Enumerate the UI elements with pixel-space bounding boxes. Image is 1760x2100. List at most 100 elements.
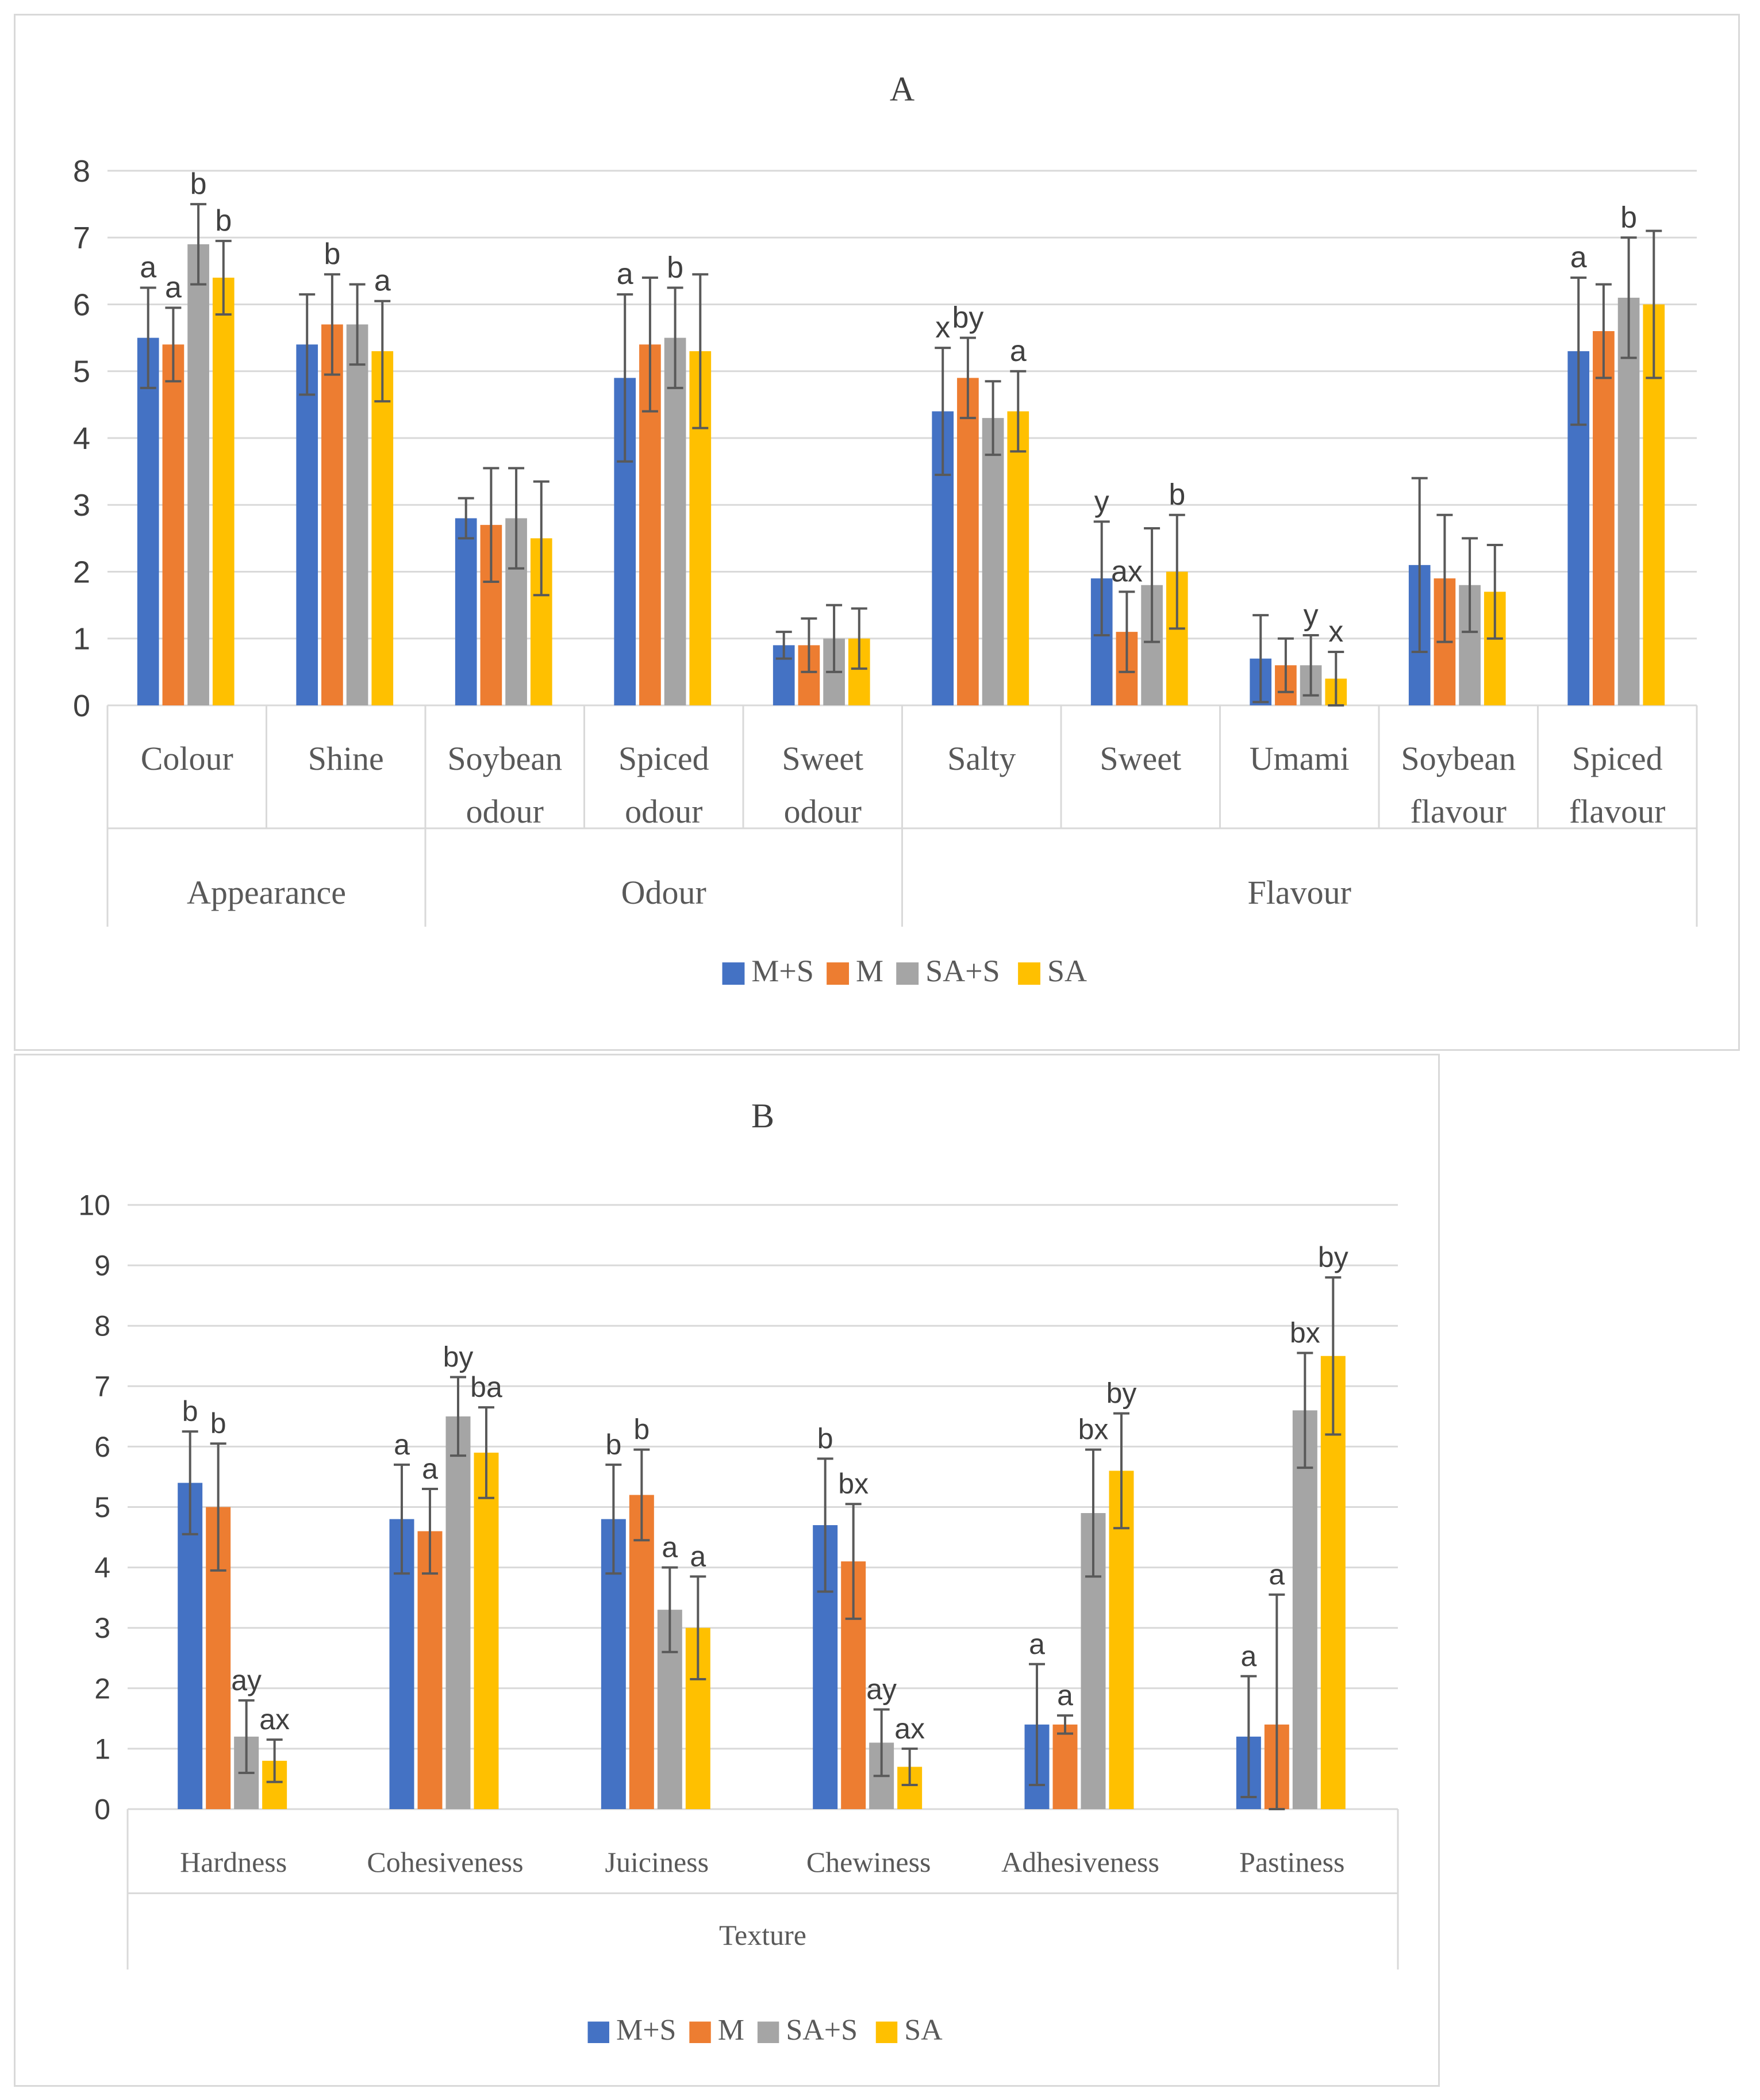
significance-label: ay [231, 1664, 262, 1696]
significance-label: b [1169, 478, 1185, 512]
x-category-label: odour [625, 793, 702, 830]
significance-label: a [1240, 1640, 1256, 1672]
significance-label: bx [1078, 1414, 1109, 1446]
significance-label: a [662, 1531, 678, 1564]
bar-m [321, 324, 343, 705]
x-category-label: flavour [1569, 793, 1666, 830]
bar-sapluss [1292, 1410, 1317, 1809]
significance-label: a [690, 1540, 706, 1572]
bar-sapluss [346, 324, 368, 705]
legend-swatch [722, 962, 745, 985]
significance-label: a [1057, 1679, 1073, 1711]
x-category-label: Cohesiveness [367, 1846, 523, 1878]
significance-label: a [1269, 1558, 1285, 1591]
significance-label: b [215, 204, 232, 237]
x-category-label: Juiciness [605, 1846, 709, 1878]
legend-swatch [896, 962, 919, 985]
significance-label: by [1106, 1377, 1137, 1410]
x-category-label: Chewiness [806, 1846, 931, 1878]
y-tick-label: 0 [73, 689, 90, 723]
bar-sapluss [1617, 297, 1640, 705]
x-category-label: Colour [141, 740, 233, 777]
legend-swatch [757, 2021, 779, 2043]
significance-label: bx [1290, 1316, 1320, 1349]
y-tick-label: 7 [73, 221, 90, 255]
y-tick-label: 4 [94, 1552, 110, 1584]
significance-label: b [667, 251, 683, 284]
y-tick-label: 1 [73, 622, 90, 657]
y-tick-label: 3 [73, 488, 90, 523]
significance-label: bx [838, 1468, 869, 1500]
y-tick-label: 2 [94, 1672, 110, 1704]
y-tick-label: 2 [73, 555, 90, 589]
y-tick-label: 6 [73, 287, 90, 322]
significance-label: a [1570, 241, 1587, 274]
x-category-label: Salty [947, 740, 1016, 777]
significance-label: a [374, 264, 391, 298]
x-category-label: Sweet [782, 740, 863, 777]
x-group-label: Appearance [187, 874, 346, 911]
y-tick-label: 4 [73, 421, 90, 456]
significance-label: x [935, 311, 950, 344]
legend-label: SA+S [786, 2014, 858, 2047]
bar-mpluss [178, 1483, 203, 1809]
bar-sa [212, 278, 235, 705]
legend-label: SA [904, 2014, 943, 2047]
legend-label: M [856, 954, 883, 988]
significance-label: y [1304, 598, 1319, 632]
x-category-label: Soybean [1401, 740, 1516, 777]
x-category-label: Soybean [447, 740, 562, 777]
significance-label: by [443, 1341, 474, 1373]
significance-label: b [190, 167, 207, 201]
significance-label: ax [259, 1703, 290, 1736]
chart-title: A [890, 70, 914, 108]
bar-m [1593, 331, 1615, 705]
significance-label: b [633, 1414, 650, 1446]
significance-label: a [422, 1453, 438, 1485]
y-tick-label: 8 [73, 154, 90, 189]
y-tick-label: 8 [94, 1310, 110, 1342]
legend-label: M [718, 2014, 744, 2047]
significance-label: y [1094, 485, 1109, 518]
significance-label: b [324, 237, 340, 271]
significance-label: a [165, 271, 182, 304]
bar-sa [371, 351, 394, 705]
x-category-label: odour [466, 793, 544, 830]
bar-mpluss [455, 518, 477, 705]
bar-m [629, 1495, 654, 1809]
bar-sa [1007, 411, 1029, 705]
chart-title: B [751, 1097, 774, 1135]
legend-label: M+S [616, 2014, 676, 2047]
significance-label: by [952, 301, 983, 335]
x-category-label: Adhesiveness [1001, 1846, 1159, 1878]
y-tick-label: 9 [94, 1250, 110, 1282]
y-tick-label: 1 [94, 1733, 110, 1765]
legend-swatch [689, 2021, 711, 2043]
significance-label: b [817, 1422, 833, 1454]
bar-m [957, 378, 979, 705]
x-group-label: Odour [621, 874, 706, 911]
bar-sa [474, 1452, 499, 1809]
significance-label: b [210, 1407, 226, 1439]
significance-label: a [617, 258, 633, 291]
legend-swatch [875, 2021, 898, 2043]
legend-swatch [587, 2021, 609, 2043]
y-tick-label: 5 [73, 355, 90, 389]
x-category-label: Spiced [1572, 740, 1663, 777]
x-category-label: Shine [308, 740, 384, 777]
significance-label: b [1620, 201, 1637, 234]
significance-label: b [605, 1429, 621, 1461]
significance-label: a [140, 251, 156, 284]
y-tick-label: 5 [94, 1491, 110, 1523]
x-category-label: Pastiness [1239, 1846, 1344, 1878]
bar-sapluss [445, 1416, 471, 1809]
y-tick-label: 7 [94, 1370, 110, 1403]
x-category-label: Spiced [618, 740, 709, 777]
x-group-label: Texture [719, 1919, 806, 1951]
bar-mpluss [137, 337, 159, 705]
bar-m [162, 344, 185, 705]
bar-sapluss [664, 337, 686, 705]
significance-label: x [1328, 615, 1343, 648]
y-tick-label: 0 [94, 1794, 110, 1826]
